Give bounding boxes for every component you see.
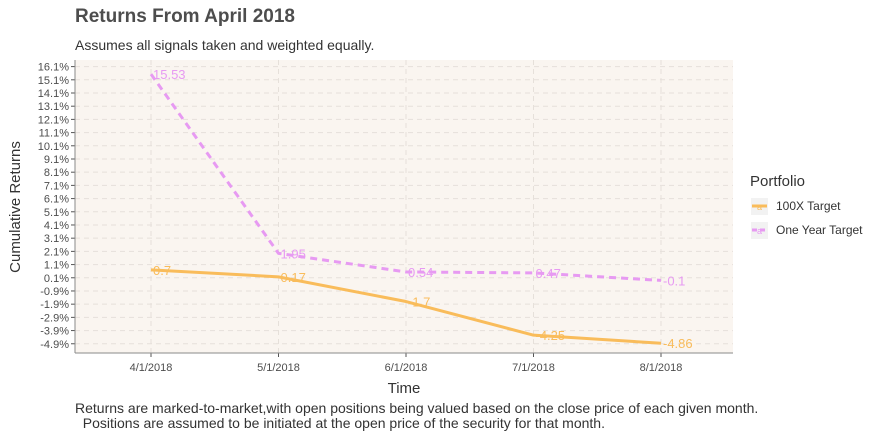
y-tick-label: 16.1% <box>38 62 69 74</box>
y-tick-label: 7.1% <box>44 180 69 192</box>
x-axis-ticks: 4/1/2018 5/1/2018 6/1/2018 7/1/2018 8/1/2018 <box>75 352 733 374</box>
legend-key-glyph: a <box>757 226 762 236</box>
y-tick-label: 14.1% <box>38 88 69 100</box>
series-line-2 <box>149 73 662 282</box>
data-label: 0.7 <box>153 263 171 278</box>
x-tick-label: 5/1/2018 <box>257 362 300 374</box>
data-label: 0.17 <box>281 270 306 285</box>
x-axis-title: Time <box>388 380 421 397</box>
legend: Portfolio a 100X Target a One Year Target <box>750 173 863 239</box>
chart-title: Returns From April 2018 <box>75 6 295 27</box>
data-label: -0.1 <box>663 273 685 288</box>
y-tick-label: -4.9% <box>40 339 69 351</box>
y-tick-label: -0.9% <box>40 286 69 298</box>
y-axis-title: Cumulative Returns <box>7 141 24 273</box>
series-layer <box>149 73 662 345</box>
y-tick-label: 10.1% <box>38 141 69 153</box>
y-tick-label: -1.9% <box>40 299 69 311</box>
legend-label: 100X Target <box>776 199 841 213</box>
legend-label: One Year Target <box>776 223 863 237</box>
caption-line-2: Positions are assumed to be initiated at… <box>75 415 605 431</box>
x-tick-label: 4/1/2018 <box>130 362 173 374</box>
caption-line-1: Returns are marked-to-market,with open p… <box>75 400 759 416</box>
data-label: 0.54 <box>408 265 433 280</box>
y-tick-label: 8.1% <box>44 167 69 179</box>
series-line-1 <box>150 268 662 345</box>
x-tick-label: 8/1/2018 <box>640 362 683 374</box>
chart-caption: Returns are marked-to-market,with open p… <box>75 401 758 431</box>
y-tick-label: -3.9% <box>40 326 69 338</box>
data-label: -1.7 <box>408 295 430 310</box>
data-label: 15.53 <box>153 67 186 82</box>
x-tick-label: 6/1/2018 <box>385 362 428 374</box>
data-label: 0.47 <box>536 266 561 281</box>
data-labels: 0.7 0.17 -1.7 -4.25 -4.86 15.53 1.95 0.54 0.47 -0… <box>153 67 693 351</box>
legend-key <box>751 222 768 239</box>
chart-subtitle: Assumes all signals taken and weighted e… <box>75 37 375 53</box>
x-tick-label: 7/1/2018 <box>512 362 555 374</box>
y-tick-label: 13.1% <box>38 101 69 113</box>
y-tick-label: 0.1% <box>44 273 69 285</box>
y-tick-label: 3.1% <box>44 233 69 245</box>
returns-chart: -4.9%-3.9% -2.9%-1.9%-0.9%0.1%1.1% 2.1%3.1… <box>7 60 863 397</box>
y-tick-label: 12.1% <box>38 114 69 126</box>
legend-key-glyph: a <box>757 202 762 212</box>
y-tick-label: 9.1% <box>44 154 69 166</box>
grid-lines <box>75 60 733 353</box>
legend-item-1: a 100X Target <box>751 198 841 215</box>
y-tick-label: 4.1% <box>44 220 69 232</box>
y-tick-label: 11.1% <box>39 128 70 140</box>
legend-title: Portfolio <box>750 173 805 190</box>
data-label: -4.25 <box>536 328 566 343</box>
y-tick-label: -2.9% <box>40 312 69 324</box>
data-label: -4.86 <box>663 336 693 351</box>
y-tick-label: 2.1% <box>44 246 69 258</box>
y-tick-label: 5.1% <box>44 207 69 219</box>
y-axis-ticks: -4.9%-3.9% -2.9%-1.9%-0.9%0.1%1.1% 2.1%3.1… <box>38 60 76 353</box>
y-tick-label: 1.1% <box>44 260 69 272</box>
legend-item-2: a One Year Target <box>751 222 863 239</box>
y-tick-label: 6.1% <box>44 194 69 206</box>
y-tick-label: 15.1% <box>38 75 69 87</box>
data-label: 1.95 <box>281 246 306 261</box>
